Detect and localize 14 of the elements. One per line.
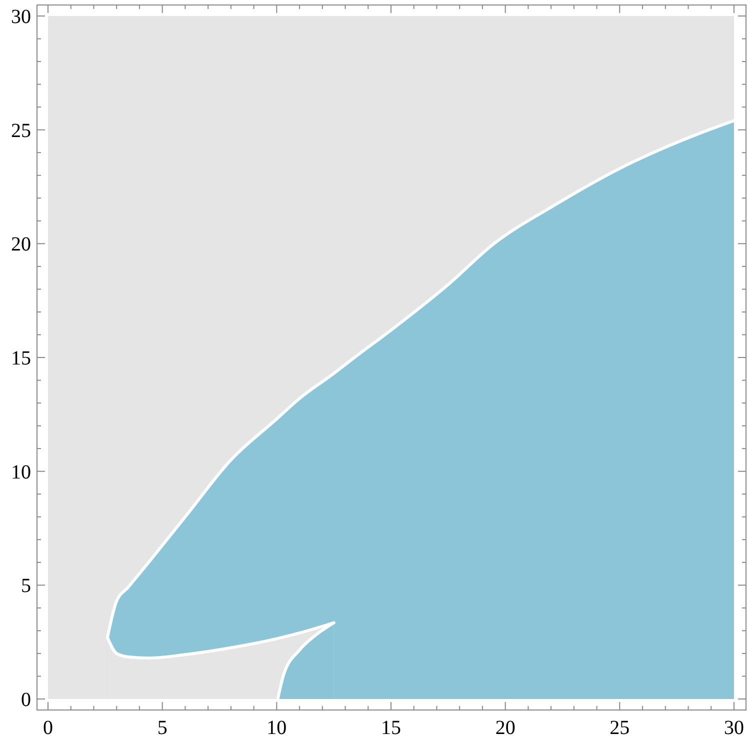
y-tick-label: 20 [11,234,31,256]
x-tick-label: 15 [381,717,401,739]
x-tick-label: 25 [610,717,630,739]
x-tick-label: 0 [43,717,53,739]
x-tick-label: 20 [495,717,516,739]
y-tick-label: 15 [11,348,31,370]
y-tick-label: 25 [11,120,31,142]
x-tick-label: 5 [157,717,168,739]
x-tick-label: 10 [266,717,287,739]
y-tick-label: 0 [21,689,31,711]
y-tick-label: 10 [11,461,31,484]
y-tick-label: 30 [11,6,31,28]
y-tick-label: 5 [21,575,31,598]
x-tick-label: 30 [724,717,744,739]
